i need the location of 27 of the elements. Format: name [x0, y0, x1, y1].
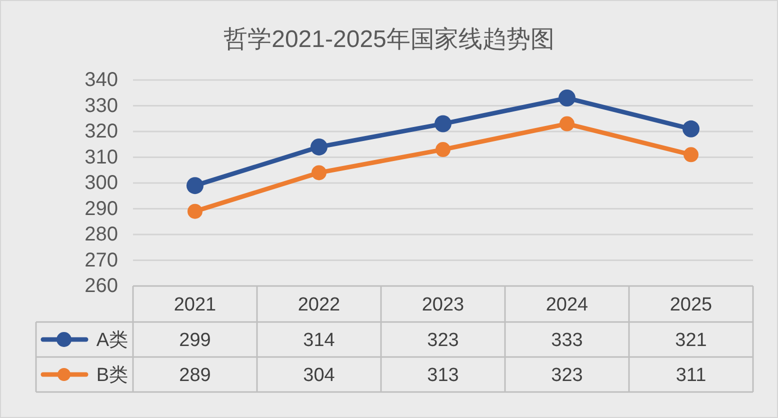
value-label: 313: [427, 365, 459, 386]
value-label: 304: [303, 365, 335, 386]
xtick: 2024: [546, 294, 588, 316]
ytick: 310: [84, 146, 118, 168]
xtick: 2023: [422, 294, 464, 316]
xtick: 2025: [670, 294, 712, 316]
title: 哲学2021-2025年国家线趋势图: [224, 26, 554, 53]
ytick: 300: [84, 172, 118, 194]
ytick: 320: [84, 120, 118, 142]
value-label: 323: [551, 365, 583, 386]
value-label: 321: [675, 330, 707, 351]
ytick: 330: [84, 94, 118, 117]
value-label: 323: [427, 330, 459, 351]
ytick: 260: [84, 275, 118, 297]
legend-label: B类: [96, 365, 128, 386]
value-label: 299: [179, 330, 211, 351]
ytick: 290: [84, 198, 118, 220]
xtick: 2022: [298, 294, 340, 316]
ytick: 280: [84, 224, 118, 246]
value-label: 333: [551, 330, 583, 351]
value-label: 314: [303, 330, 335, 351]
ytick: 270: [84, 249, 118, 272]
xtick: 2021: [174, 294, 216, 316]
value-label: 289: [179, 365, 211, 386]
value-label: 311: [676, 365, 706, 386]
legend-label: A类: [96, 330, 128, 351]
ytick: 340: [84, 69, 118, 91]
